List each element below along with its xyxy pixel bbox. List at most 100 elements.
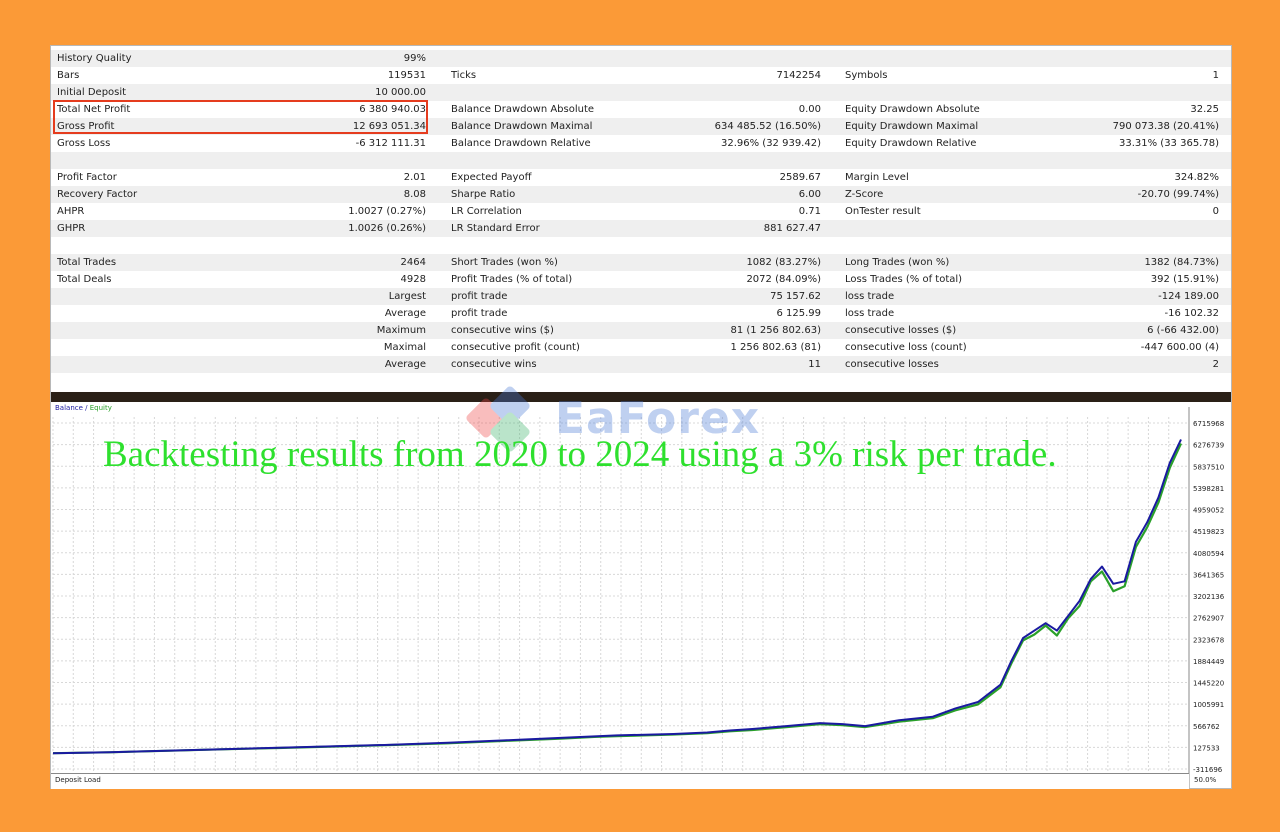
history-quality-label: History Quality [57,53,132,64]
profit-highlight-box [53,100,428,134]
report-row: Gross Loss -6 312 111.31 Balance Drawdow… [51,135,1231,152]
largest-loss-value: -124 189.00 [1158,291,1219,302]
backtest-report-table: History Quality 99% Bars 119531 Ticks 71… [51,46,1231,397]
report-row: GHPR 1.0026 (0.26%) LR Standard Error 88… [51,220,1231,237]
short-trades-label: Short Trades (won %) [451,257,558,268]
profit-trades-label: Profit Trades (% of total) [451,274,573,285]
y-tick-label: 5398281 [1193,485,1224,493]
balance-dd-abs-value: 0.00 [798,104,821,115]
y-tick-label: 2323678 [1193,636,1224,644]
equity-dd-max-value: 790 073.38 (20.41%) [1112,121,1219,132]
report-row: Recovery Factor 8.08 Sharpe Ratio 6.00 Z… [51,186,1231,203]
symbols-label: Symbols [845,70,888,81]
loss-trades-value: 392 (15.91%) [1150,274,1219,285]
consecutive-losses-label: consecutive losses [845,359,939,370]
maximum-label: Maximum [376,325,426,336]
maximal-loss-value: -447 600.00 (4) [1140,342,1219,353]
average-loss-value: -16 102.32 [1164,308,1219,319]
largest-loss-label: loss trade [845,291,895,302]
y-tick-label: 4959052 [1193,507,1224,515]
y-tick-label: 1884449 [1193,658,1224,666]
sharpe-ratio-value: 6.00 [798,189,821,200]
total-trades-label: Total Trades [57,257,117,268]
report-row: Total Trades 2464 Short Trades (won %) 1… [51,254,1231,271]
ahpr-label: AHPR [57,206,85,217]
history-quality-value: 99% [403,53,426,64]
margin-level-label: Margin Level [845,172,909,183]
report-row: Maximum consecutive wins ($) 81 (1 256 8… [51,322,1231,339]
lr-correlation-value: 0.71 [798,206,821,217]
maximum-wins-label: consecutive wins ($) [451,325,554,336]
average-loss-label: loss trade [845,308,895,319]
initial-deposit-label: Initial Deposit [57,87,127,98]
profit-factor-value: 2.01 [403,172,426,183]
equity-dd-abs-value: 32.25 [1190,104,1219,115]
y-tick-label: 4080594 [1193,550,1225,558]
total-deals-label: Total Deals [57,274,112,285]
report-row: Bars 119531 Ticks 7142254 Symbols 1 [51,67,1231,84]
bars-label: Bars [57,70,80,81]
y-tick-label: 1005991 [1193,701,1224,709]
average-consecutive-label: Average [384,359,426,370]
loss-trades-label: Loss Trades (% of total) [845,274,963,285]
report-row: Average consecutive wins 11 consecutive … [51,356,1231,373]
ghpr-value: 1.0026 (0.26%) [348,223,426,234]
ticks-label: Ticks [451,70,477,81]
balance-equity-chart: 6715968 6276739 5837510 5398281 4959052 45198… [51,386,1231,789]
z-score-value: -20.70 (99.74%) [1137,189,1219,200]
y-tick-label: 5837510 [1193,463,1224,471]
y-tick-label: 127533 [1193,744,1220,752]
y-tick-label: 6715968 [1193,420,1224,428]
maximum-losses-label: consecutive losses ($) [845,325,957,336]
report-row: Initial Deposit 10 000.00 [51,84,1231,101]
equity-dd-rel-value: 33.31% (33 365.78) [1118,138,1219,149]
largest-label: Largest [388,291,426,302]
maximum-wins-value: 81 (1 256 802.63) [730,325,821,336]
consecutive-wins-label: consecutive wins [451,359,537,370]
largest-profit-label: profit trade [451,291,508,302]
report-row: History Quality 99% [51,50,1231,67]
recovery-factor-label: Recovery Factor [57,189,138,200]
report-row: Gross Profit 12 693 051.34 Balance Drawd… [51,118,1231,135]
consecutive-losses-value: 2 [1212,359,1219,370]
ontester-value: 0 [1212,206,1219,217]
report-row-blank [51,237,1231,254]
long-trades-label: Long Trades (won %) [845,257,950,268]
balance-dd-max-label: Balance Drawdown Maximal [451,121,593,132]
legend-balance: Balance [55,404,83,412]
chart-legend: Balance / Equity [55,404,112,412]
legend-equity: Equity [89,404,112,412]
maximal-profit-label: consecutive profit (count) [451,342,580,353]
lr-std-error-label: LR Standard Error [451,223,540,234]
profit-trades-value: 2072 (84.09%) [746,274,821,285]
expected-payoff-label: Expected Payoff [451,172,532,183]
average-profit-value: 6 125.99 [776,308,821,319]
report-row: Total Net Profit 6 380 940.03 Balance Dr… [51,101,1231,118]
y-tick-label: 6276739 [1193,442,1224,450]
largest-profit-value: 75 157.62 [770,291,821,302]
chart-svg: 6715968 6276739 5837510 5398281 4959052 45198… [52,407,1225,788]
average-label: Average [384,308,426,319]
gross-profit-label: Gross Profit [57,121,115,132]
report-row: Largest profit trade 75 157.62 loss trad… [51,288,1231,305]
ontester-label: OnTester result [845,206,921,217]
maximal-loss-label: consecutive loss (count) [845,342,967,353]
report-row: Average profit trade 6 125.99 loss trade… [51,305,1231,322]
report-row-blank [51,152,1231,169]
section-divider [51,392,1231,402]
y-tick-label: 2762907 [1193,615,1224,623]
watermark-text: EaForex [555,393,761,444]
lr-correlation-label: LR Correlation [451,206,522,217]
lr-std-error-value: 881 627.47 [763,223,821,234]
long-trades-value: 1382 (84.73%) [1144,257,1219,268]
symbols-value: 1 [1212,70,1219,81]
eaforex-watermark: EaForex [459,381,859,461]
total-trades-value: 2464 [400,257,426,268]
gross-loss-label: Gross Loss [57,138,111,149]
deposit-load-label: Deposit Load [55,776,101,784]
recovery-factor-value: 8.08 [403,189,426,200]
ahpr-value: 1.0027 (0.27%) [348,206,426,217]
sharpe-ratio-label: Sharpe Ratio [451,189,516,200]
initial-deposit-value: 10 000.00 [375,87,426,98]
report-row: Maximal consecutive profit (count) 1 256… [51,339,1231,356]
